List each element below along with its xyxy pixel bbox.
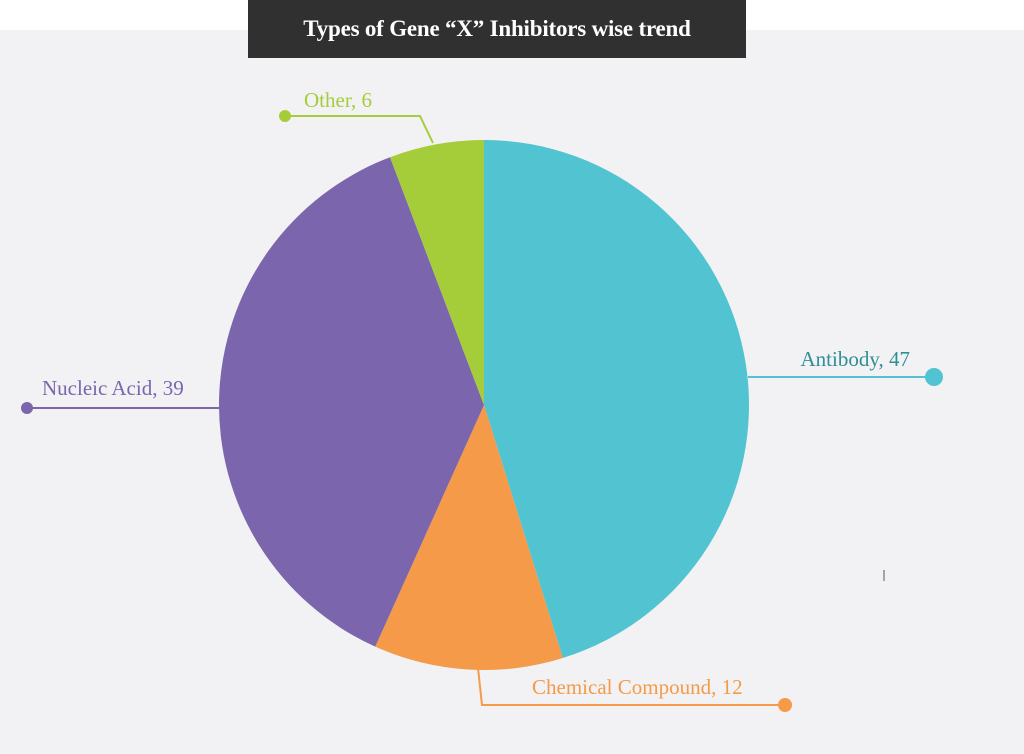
leader-line-chemical-compound xyxy=(477,667,783,706)
slice-label-nucleic-acid: Nucleic Acid, 39 xyxy=(42,376,184,400)
leader-dot-nucleic-acid xyxy=(21,402,33,414)
slice-label-chemical-compound: Chemical Compound, 12 xyxy=(532,675,743,699)
chart-title: Types of Gene “X” Inhibitors wise trend xyxy=(248,0,746,58)
leader-dot-chemical-compound xyxy=(778,698,792,712)
leader-dot-antibody xyxy=(925,368,943,386)
slice-label-other: Other, 6 xyxy=(304,88,372,112)
slice-label-antibody: Antibody, 47 xyxy=(801,347,910,371)
pie-slice-other xyxy=(390,140,484,405)
pie-slice-nucleic-acid xyxy=(219,157,485,647)
pie-slice-antibody xyxy=(484,140,749,658)
pie-slice-chemical-compound xyxy=(375,405,563,670)
leader-dot-other xyxy=(279,110,291,122)
leader-line-other xyxy=(287,115,434,144)
